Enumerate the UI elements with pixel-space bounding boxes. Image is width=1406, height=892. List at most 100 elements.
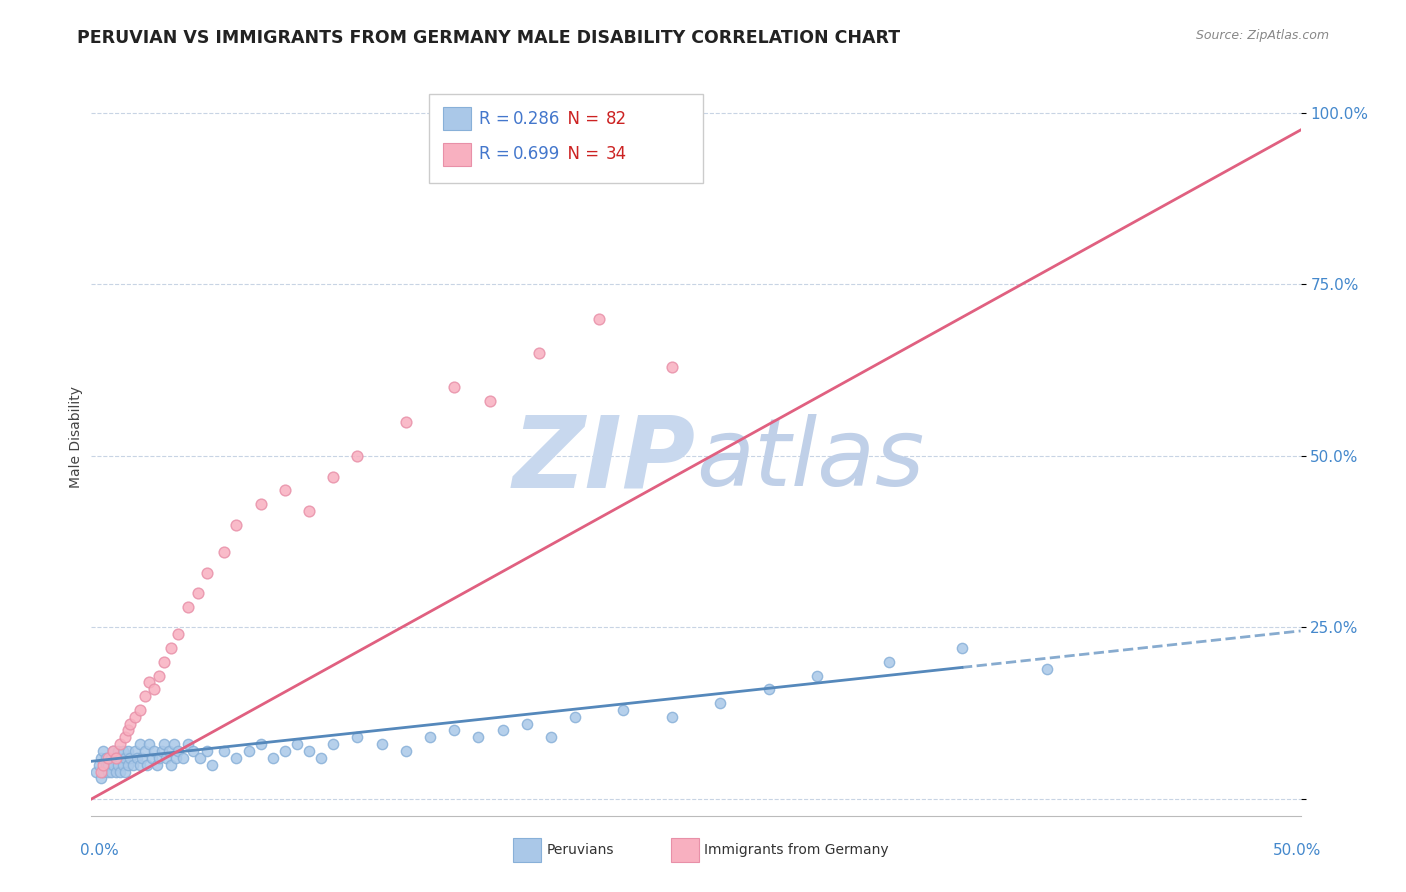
Point xyxy=(588,311,610,326)
Point xyxy=(346,449,368,463)
Point xyxy=(709,696,731,710)
Point xyxy=(124,744,146,758)
Point xyxy=(491,723,513,738)
Point xyxy=(249,497,271,511)
Point xyxy=(160,757,183,772)
Point xyxy=(527,346,550,360)
Point xyxy=(143,682,166,697)
Point xyxy=(661,359,683,374)
Point xyxy=(285,737,308,751)
Point xyxy=(136,757,159,772)
Point xyxy=(150,744,173,758)
Point xyxy=(153,655,176,669)
Point xyxy=(134,689,156,703)
Point xyxy=(370,737,392,751)
Point xyxy=(101,744,124,758)
Point xyxy=(128,737,150,751)
Point xyxy=(419,731,441,745)
Point xyxy=(177,737,200,751)
Point xyxy=(97,757,120,772)
Point xyxy=(114,731,136,745)
Point xyxy=(111,744,134,758)
Point xyxy=(145,757,167,772)
Point xyxy=(479,394,502,409)
Point xyxy=(160,641,183,656)
Point xyxy=(117,744,139,758)
Point xyxy=(128,757,150,772)
Point xyxy=(612,703,634,717)
Point xyxy=(157,744,180,758)
Point xyxy=(758,682,780,697)
Point xyxy=(162,737,184,751)
Point xyxy=(564,709,586,723)
Point xyxy=(148,668,170,682)
Text: 0.286: 0.286 xyxy=(513,110,561,128)
Point xyxy=(138,675,160,690)
Point xyxy=(197,566,219,580)
Text: atlas: atlas xyxy=(696,414,924,506)
Point xyxy=(172,751,194,765)
Point xyxy=(107,757,129,772)
Point xyxy=(93,744,115,758)
Point xyxy=(110,751,132,765)
Point xyxy=(298,744,321,758)
Point xyxy=(100,751,122,765)
Point xyxy=(93,757,115,772)
Point xyxy=(90,751,112,765)
Point xyxy=(143,744,166,758)
Point xyxy=(274,744,297,758)
Text: ZIP: ZIP xyxy=(513,411,696,508)
Point xyxy=(274,483,297,498)
Point xyxy=(201,757,224,772)
Point xyxy=(806,668,828,682)
Point xyxy=(114,751,136,765)
Point xyxy=(138,737,160,751)
Point xyxy=(104,751,127,765)
Point xyxy=(249,737,271,751)
Point xyxy=(1035,662,1057,676)
Point xyxy=(127,751,149,765)
Point xyxy=(187,586,209,600)
Point xyxy=(155,751,177,765)
Text: PERUVIAN VS IMMIGRANTS FROM GERMANY MALE DISABILITY CORRELATION CHART: PERUVIAN VS IMMIGRANTS FROM GERMANY MALE… xyxy=(77,29,900,46)
Point xyxy=(131,751,153,765)
Point xyxy=(395,744,418,758)
Point xyxy=(114,764,136,779)
Point xyxy=(90,772,112,786)
Point xyxy=(238,744,260,758)
Point xyxy=(90,764,112,779)
Point xyxy=(153,737,176,751)
Point xyxy=(298,504,321,518)
Point xyxy=(101,757,124,772)
Point xyxy=(120,751,142,765)
Text: 82: 82 xyxy=(606,110,627,128)
Point xyxy=(97,751,120,765)
Point xyxy=(322,469,344,483)
Point xyxy=(225,517,247,532)
Point xyxy=(540,731,562,745)
Point xyxy=(395,415,418,429)
Point xyxy=(214,545,236,559)
Point xyxy=(134,744,156,758)
Y-axis label: Male Disability: Male Disability xyxy=(69,386,83,488)
Point xyxy=(93,764,115,779)
Point xyxy=(467,731,489,745)
Text: 50.0%: 50.0% xyxy=(1274,843,1322,857)
Point xyxy=(516,716,538,731)
Text: 0.0%: 0.0% xyxy=(80,843,120,857)
Point xyxy=(97,764,120,779)
Point xyxy=(309,751,332,765)
Point xyxy=(104,764,127,779)
Point xyxy=(177,599,200,614)
Point xyxy=(950,641,973,656)
Point xyxy=(188,751,211,765)
Text: 0.699: 0.699 xyxy=(513,145,561,163)
Point xyxy=(94,751,117,765)
Point xyxy=(443,380,465,394)
Point xyxy=(107,744,129,758)
Text: 34: 34 xyxy=(606,145,627,163)
Point xyxy=(262,751,284,765)
Point xyxy=(117,757,139,772)
Point xyxy=(124,709,146,723)
Point xyxy=(181,744,204,758)
